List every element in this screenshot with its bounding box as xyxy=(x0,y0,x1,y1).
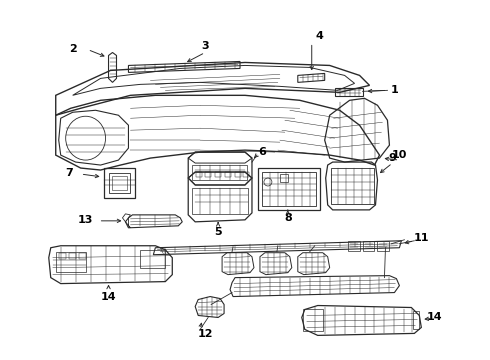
Bar xyxy=(280,174,288,182)
Text: 4: 4 xyxy=(316,31,324,41)
Bar xyxy=(205,172,211,177)
Bar xyxy=(141,250,165,268)
Bar xyxy=(258,168,319,210)
Text: 3: 3 xyxy=(201,41,209,50)
Text: 12: 12 xyxy=(197,329,213,339)
Text: 11: 11 xyxy=(414,233,429,243)
Text: 1: 1 xyxy=(391,85,398,95)
Text: 14: 14 xyxy=(426,312,442,323)
Text: 13: 13 xyxy=(78,215,93,225)
Bar xyxy=(196,172,202,177)
Text: 10: 10 xyxy=(392,150,407,160)
Bar xyxy=(303,310,323,332)
Bar xyxy=(192,188,248,214)
Bar xyxy=(56,252,86,272)
Bar xyxy=(192,165,247,180)
Bar xyxy=(243,172,249,177)
Bar xyxy=(103,168,135,198)
Bar xyxy=(215,172,221,177)
Bar xyxy=(377,241,390,251)
Text: 7: 7 xyxy=(65,168,73,178)
Bar xyxy=(363,241,374,251)
Bar xyxy=(335,88,363,96)
Text: 8: 8 xyxy=(284,213,292,223)
Bar xyxy=(59,253,66,259)
Text: 9: 9 xyxy=(389,153,396,163)
Text: 2: 2 xyxy=(69,44,76,54)
Bar xyxy=(69,253,75,259)
Bar xyxy=(225,172,231,177)
Text: 6: 6 xyxy=(258,147,266,157)
Bar xyxy=(347,241,360,251)
Text: 5: 5 xyxy=(214,227,222,237)
Bar xyxy=(262,172,316,206)
Text: 14: 14 xyxy=(101,292,116,302)
Bar xyxy=(331,168,374,204)
Bar xyxy=(235,172,241,177)
Bar xyxy=(78,253,86,259)
Bar xyxy=(108,173,130,193)
Bar xyxy=(414,311,419,329)
Bar xyxy=(112,176,127,190)
